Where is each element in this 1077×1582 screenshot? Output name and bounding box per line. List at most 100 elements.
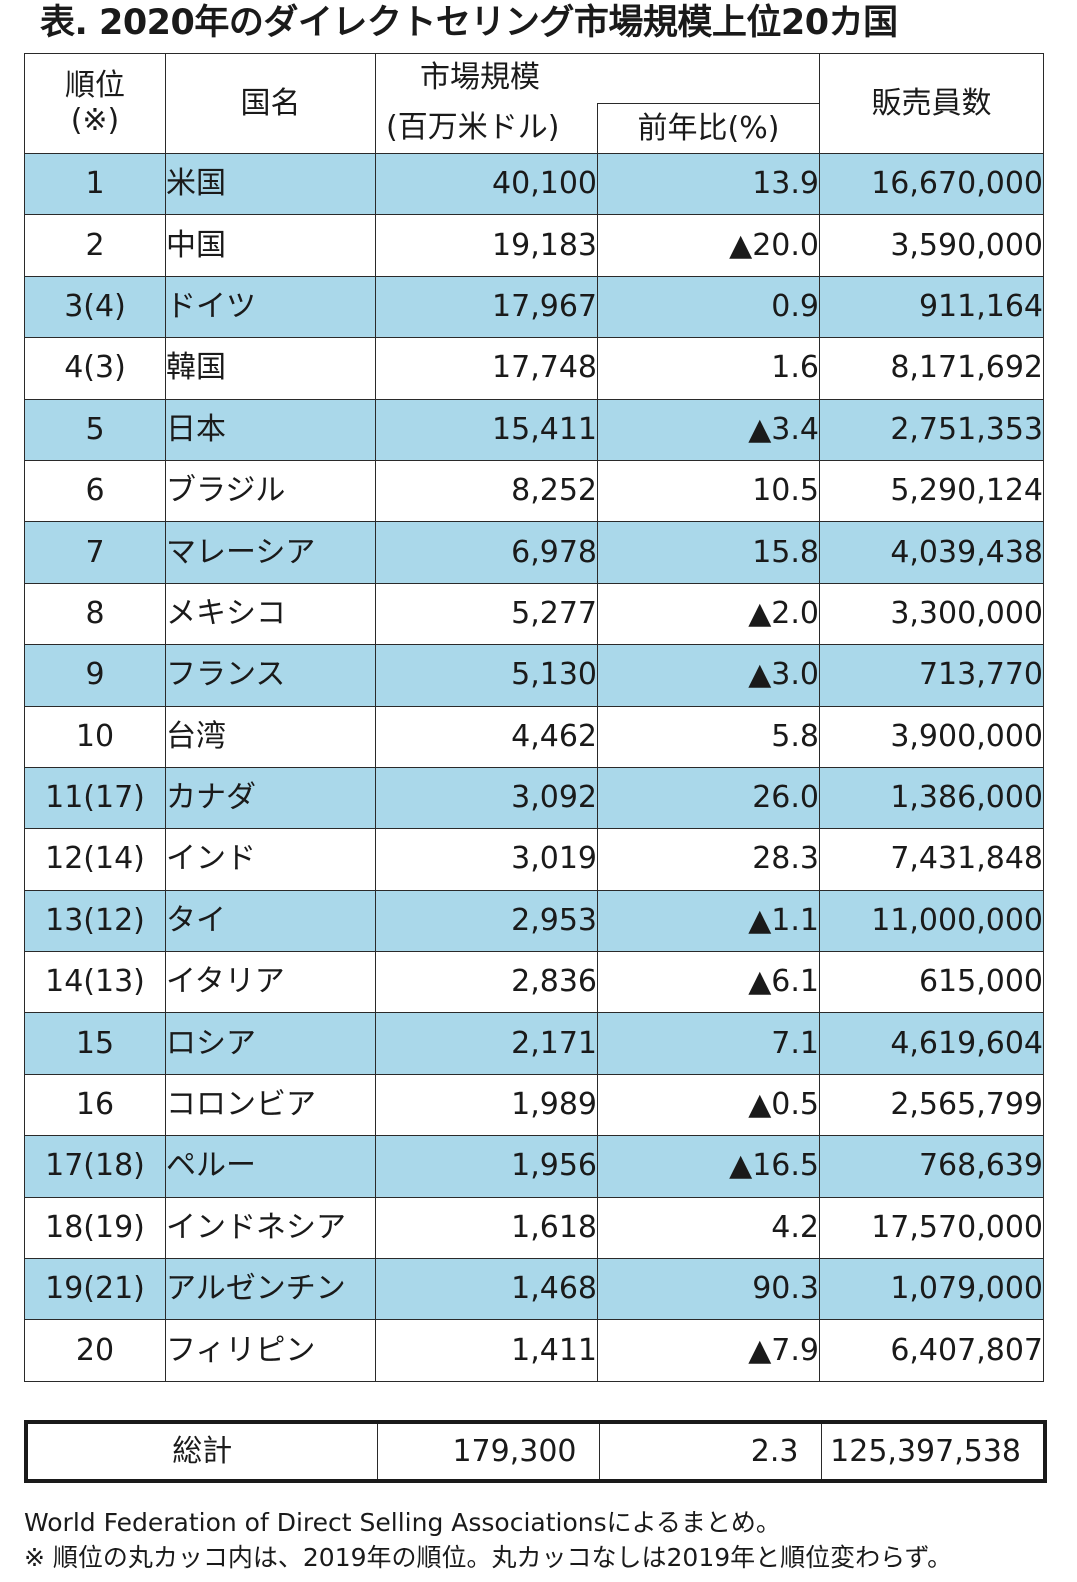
header-market-line1: 市場規模 — [420, 60, 540, 96]
total-sellers: 125,397,538 — [820, 1421, 1046, 1482]
rank-cell: 13(12) — [24, 889, 166, 953]
total-table: 総計 179,300 2.3 125,397,538 — [24, 1420, 1047, 1483]
sellers-cell: 911,164 — [819, 275, 1044, 339]
market-cell: 2,171 — [375, 1012, 598, 1075]
header-country: 国名 — [165, 53, 376, 154]
rank-cell: 17(18) — [24, 1135, 166, 1198]
sellers-cell: 5,290,124 — [819, 459, 1044, 523]
table-row: 7 マレーシア 6,978 15.8 4,039,438 — [24, 521, 1044, 584]
yoy-cell: 0.9 — [597, 275, 820, 339]
market-cell: 40,100 — [375, 152, 598, 216]
yoy-cell: ▲1.1 — [597, 889, 820, 953]
sellers-cell: 3,900,000 — [819, 705, 1044, 768]
sellers-cell: 713,770 — [819, 644, 1044, 707]
table-row: 11(17) カナダ 3,092 26.0 1,386,000 — [24, 766, 1044, 830]
market-cell: 6,978 — [375, 521, 598, 584]
market-cell: 5,130 — [375, 644, 598, 707]
sellers-cell: 16,670,000 — [819, 152, 1044, 216]
rank-cell: 14(13) — [24, 951, 166, 1014]
table-row: 13(12) タイ 2,953 ▲1.1 11,000,000 — [24, 889, 1044, 953]
table-row: 18(19) インドネシア 1,618 4.2 17,570,000 — [24, 1196, 1044, 1260]
country-cell: 日本 — [165, 398, 376, 461]
rank-cell: 16 — [24, 1073, 166, 1137]
market-cell: 1,989 — [375, 1073, 598, 1137]
table-row: 3(4) ドイツ 17,967 0.9 911,164 — [24, 275, 1044, 339]
sellers-cell: 17,570,000 — [819, 1196, 1044, 1260]
sellers-cell: 6,407,807 — [819, 1319, 1044, 1382]
yoy-cell: 4.2 — [597, 1196, 820, 1260]
total-row: 総計 179,300 2.3 125,397,538 — [25, 1421, 1046, 1482]
header-rank-line1: 順位 — [65, 68, 125, 103]
country-cell: イタリア — [165, 951, 376, 1014]
country-cell: タイ — [165, 889, 376, 953]
table-row: 19(21) アルゼンチン 1,468 90.3 1,079,000 — [24, 1258, 1044, 1321]
total-market: 179,300 — [376, 1421, 600, 1482]
table-row: 12(14) インド 3,019 28.3 7,431,848 — [24, 828, 1044, 891]
market-cell: 8,252 — [375, 459, 598, 523]
table-row: 6 ブラジル 8,252 10.5 5,290,124 — [24, 459, 1044, 523]
sellers-cell: 7,431,848 — [819, 828, 1044, 891]
country-cell: カナダ — [165, 766, 376, 830]
yoy-cell: 15.8 — [597, 521, 820, 584]
market-cell: 17,748 — [375, 337, 598, 400]
sellers-cell: 8,171,692 — [819, 337, 1044, 400]
rank-cell: 9 — [24, 644, 166, 707]
country-cell: ドイツ — [165, 275, 376, 339]
country-cell: フランス — [165, 644, 376, 707]
rank-cell: 6 — [24, 459, 166, 523]
market-cell: 5,277 — [375, 582, 598, 646]
rank-cell: 20 — [24, 1319, 166, 1382]
rank-cell: 4(3) — [24, 337, 166, 400]
yoy-cell: ▲16.5 — [597, 1135, 820, 1198]
country-cell: インドネシア — [165, 1196, 376, 1260]
market-cell: 3,092 — [375, 766, 598, 830]
rank-cell: 15 — [24, 1012, 166, 1075]
header-yoy: 前年比(%) — [597, 103, 820, 154]
sellers-cell: 3,300,000 — [819, 582, 1044, 646]
country-cell: アルゼンチン — [165, 1258, 376, 1321]
yoy-cell: ▲3.0 — [597, 644, 820, 707]
yoy-cell: ▲20.0 — [597, 214, 820, 277]
country-cell: 韓国 — [165, 337, 376, 400]
market-cell: 17,967 — [375, 275, 598, 339]
sellers-cell: 2,751,353 — [819, 398, 1044, 461]
table-row: 5 日本 15,411 ▲3.4 2,751,353 — [24, 398, 1044, 461]
rank-cell: 1 — [24, 152, 166, 216]
rank-cell: 18(19) — [24, 1196, 166, 1260]
sellers-cell: 4,039,438 — [819, 521, 1044, 584]
rank-cell: 5 — [24, 398, 166, 461]
header-rank: 順位 (※) — [24, 53, 166, 154]
market-cell: 1,411 — [375, 1319, 598, 1382]
country-cell: 中国 — [165, 214, 376, 277]
sellers-cell: 615,000 — [819, 951, 1044, 1014]
table-row: 1 米国 40,100 13.9 16,670,000 — [24, 152, 1044, 216]
sellers-cell: 11,000,000 — [819, 889, 1044, 953]
country-cell: メキシコ — [165, 582, 376, 646]
sellers-cell: 1,079,000 — [819, 1258, 1044, 1321]
table-title: 表. 2020年のダイレクトセリング市場規模上位20カ国 — [40, 3, 898, 43]
table-row: 10 台湾 4,462 5.8 3,900,000 — [24, 705, 1044, 768]
yoy-cell: 1.6 — [597, 337, 820, 400]
table-row: 16 コロンビア 1,989 ▲0.5 2,565,799 — [24, 1073, 1044, 1137]
yoy-cell: ▲6.1 — [597, 951, 820, 1014]
rank-cell: 7 — [24, 521, 166, 584]
header-market-unit: (百万米ドル) — [375, 103, 598, 154]
rank-cell: 19(21) — [24, 1258, 166, 1321]
sellers-cell: 2,565,799 — [819, 1073, 1044, 1137]
table-row: 8 メキシコ 5,277 ▲2.0 3,300,000 — [24, 582, 1044, 646]
market-cell: 2,953 — [375, 889, 598, 953]
table-row: 9 フランス 5,130 ▲3.0 713,770 — [24, 644, 1044, 707]
market-cell: 15,411 — [375, 398, 598, 461]
yoy-cell: 7.1 — [597, 1012, 820, 1075]
total-yoy: 2.3 — [598, 1421, 822, 1482]
header-rank-line2: (※) — [70, 102, 120, 138]
table-row: 4(3) 韓国 17,748 1.6 8,171,692 — [24, 337, 1044, 400]
country-cell: ブラジル — [165, 459, 376, 523]
yoy-cell: 90.3 — [597, 1258, 820, 1321]
yoy-cell: 28.3 — [597, 828, 820, 891]
table-header: 順位 (※) 国名 市場規模 販売員数 (百万米ドル) 前年比(%) — [24, 53, 1044, 154]
rank-cell: 11(17) — [24, 766, 166, 830]
country-cell: ロシア — [165, 1012, 376, 1075]
rank-cell: 8 — [24, 582, 166, 646]
yoy-cell: ▲3.4 — [597, 398, 820, 461]
